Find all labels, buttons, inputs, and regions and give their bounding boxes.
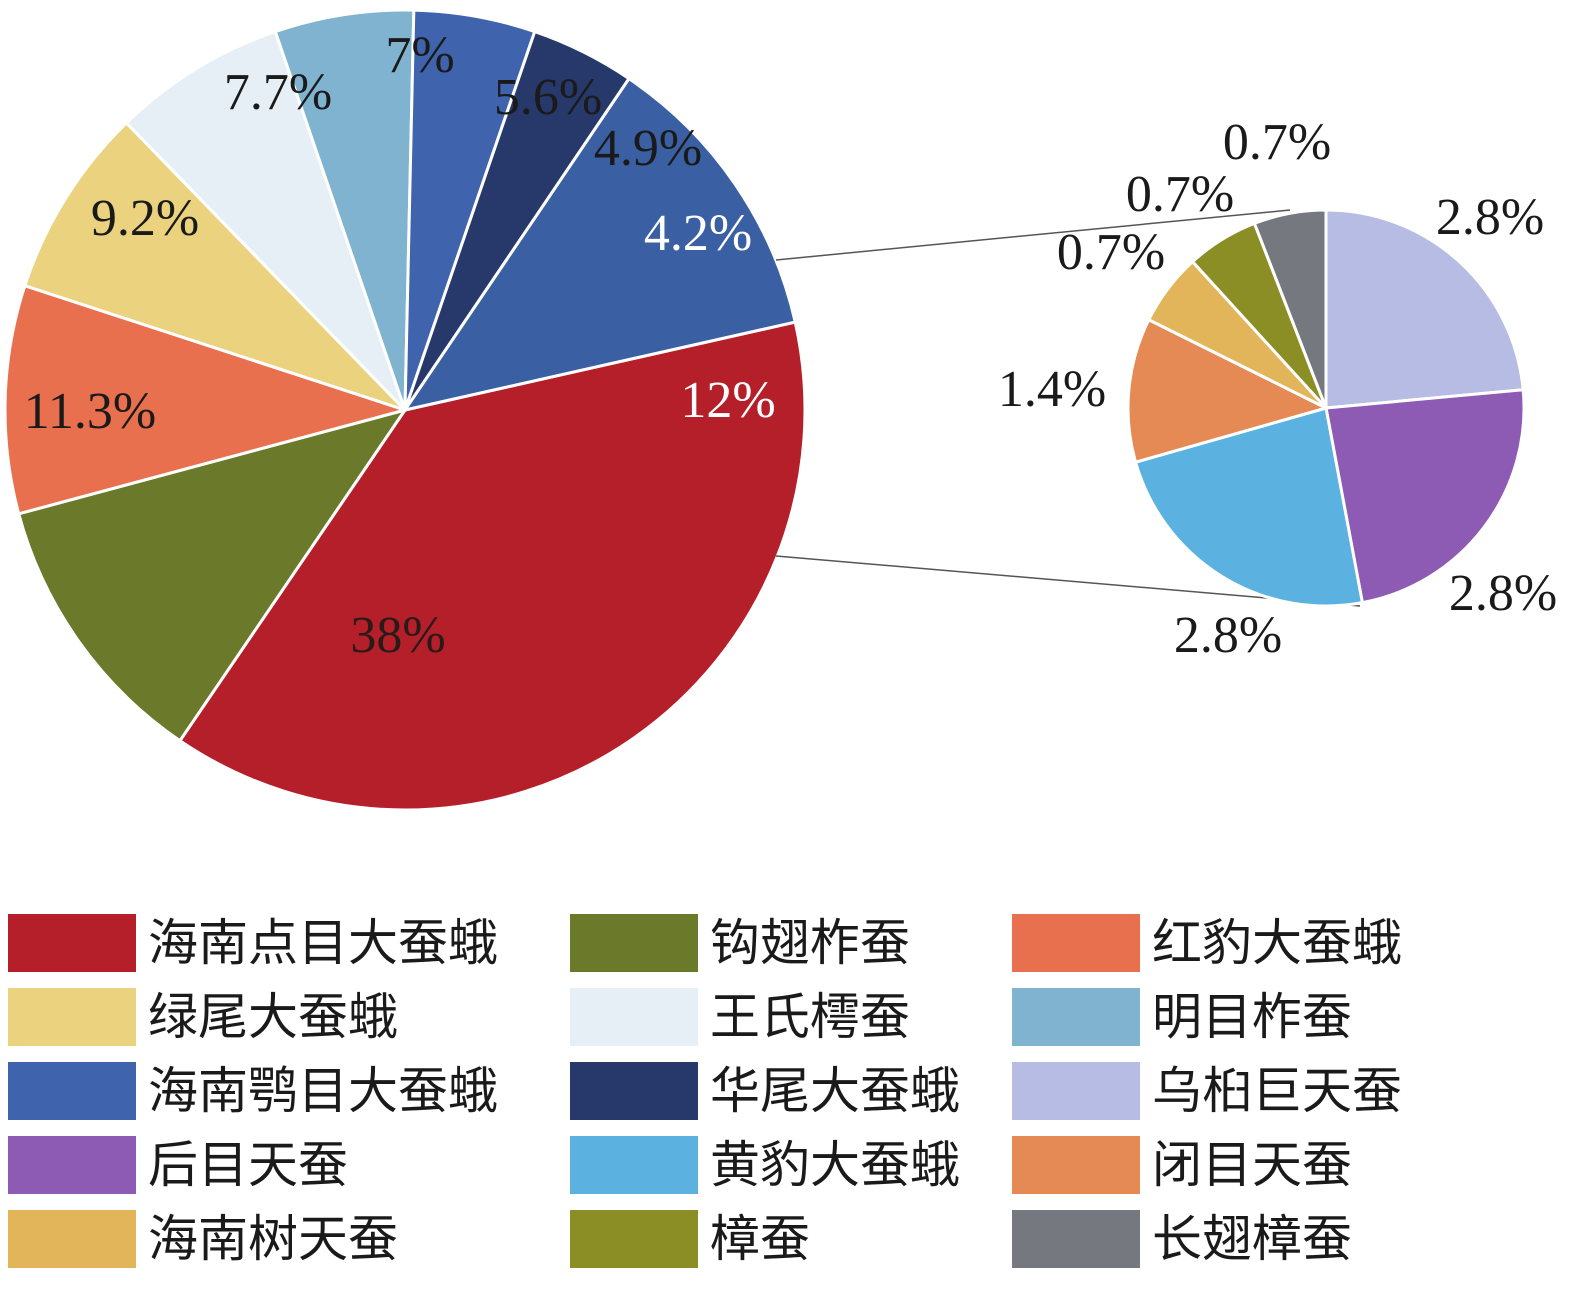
legend-swatch (570, 914, 698, 972)
legend-swatch (8, 1136, 136, 1194)
data-label: 38% (350, 607, 445, 664)
legend-label: 红豹大蚕蛾 (1152, 914, 1402, 972)
data-label: 11.3% (24, 383, 156, 440)
legend-label: 海南点目大蚕蛾 (148, 914, 498, 972)
data-label: 4.2% (644, 205, 752, 262)
pie-slice (177, 320, 807, 812)
pie-slice (1133, 406, 1365, 608)
legend-label: 长翅樟蚕 (1152, 1210, 1352, 1268)
legend-swatch (1012, 1210, 1140, 1268)
data-label: 2.8% (1449, 565, 1557, 622)
legend-swatch (8, 914, 136, 972)
legend-swatch (570, 988, 698, 1046)
main-pie: 38% 11.3% 9.2% 7.7% 7% 5.6%4.9% 4.2% 12% (3, 8, 807, 812)
legend-item: 绿尾大蚕蛾 (8, 980, 570, 1054)
legend-label: 海南鹗目大蚕蛾 (148, 1062, 498, 1120)
pie-slice (273, 8, 416, 411)
legend-label: 黄豹大蚕蛾 (710, 1136, 960, 1194)
legend-item: 后目天蚕 (8, 1128, 570, 1202)
data-label: 12% (680, 372, 775, 429)
data-label: 2.8% (1174, 607, 1282, 664)
legend-item: 海南点目大蚕蛾 (8, 906, 570, 980)
legend-item: 闭目天蚕 (1012, 1128, 1572, 1202)
legend-swatch (570, 1062, 698, 1120)
connector-line (775, 555, 1361, 607)
data-label: 5.6% (494, 69, 602, 126)
data-label: 0.7% (1223, 114, 1331, 171)
pie-slice (401, 76, 798, 413)
legend-label: 钩翅柞蚕 (710, 914, 910, 972)
legend-swatch (570, 1136, 698, 1194)
legend-label: 王氏樗蚕 (710, 988, 910, 1046)
legend-swatch (8, 988, 136, 1046)
legend-swatch (1012, 1062, 1140, 1120)
legend-item: 红豹大蚕蛾 (1012, 906, 1572, 980)
legend-item: 王氏樗蚕 (570, 980, 1012, 1054)
legend-item: 长翅樟蚕 (1012, 1202, 1572, 1276)
legend-swatch (8, 1062, 136, 1120)
pie-slice (16, 407, 409, 743)
legend-item: 华尾大蚕蛾 (570, 1054, 1012, 1128)
data-label: 4.9% (594, 120, 702, 177)
secondary-pie: 2.8%2.8%2.8%1.4%0.7%0.7%0.7% (998, 114, 1557, 664)
pie-of-pie-chart: 38% 11.3% 9.2% 7.7% 7% 5.6%4.9% 4.2% 12% 2.8% 2.… (3, 8, 1557, 812)
pie-slice (1252, 208, 1328, 409)
legend-item: 乌桕巨天蚕 (1012, 1054, 1572, 1128)
legend-item: 明目柞蚕 (1012, 980, 1572, 1054)
pie-slice (1324, 388, 1526, 605)
legend-item: 钩翅柞蚕 (570, 906, 1012, 980)
pie-slice (3, 283, 411, 516)
legend-swatch (570, 1210, 698, 1268)
pie-slice (124, 29, 407, 412)
data-label: 0.7% (1126, 166, 1234, 223)
legend-label: 海南树天蚕 (148, 1210, 398, 1268)
pie-slice (1126, 317, 1331, 465)
legend-item: 黄豹大蚕蛾 (570, 1128, 1012, 1202)
pie-slice (1324, 208, 1525, 410)
legend-item: 樟蚕 (570, 1202, 1012, 1276)
legend-swatch (1012, 914, 1140, 972)
legend-label: 乌桕巨天蚕 (1152, 1062, 1402, 1120)
data-label: 0.7% (1057, 224, 1165, 281)
legend-swatch (1012, 988, 1140, 1046)
data-label: 7.7% (224, 64, 332, 121)
legend-swatch (1012, 1136, 1140, 1194)
legend-label: 绿尾大蚕蛾 (148, 988, 398, 1046)
data-label: 7% (385, 27, 454, 84)
connector-line (775, 209, 1291, 261)
legend: 海南点目大蚕蛾 钩翅柞蚕 红豹大蚕蛾 绿尾大蚕蛾 王氏樗蚕 明目柞蚕 海南鹗目大… (8, 906, 1572, 1276)
legend-swatch (8, 1210, 136, 1268)
data-label: 1.4% (998, 361, 1106, 418)
data-label: 2.8% (1436, 189, 1544, 246)
legend-item: 海南鹗目大蚕蛾 (8, 1054, 570, 1128)
legend-label: 后目天蚕 (148, 1136, 348, 1194)
legend-label: 华尾大蚕蛾 (710, 1062, 960, 1120)
legend-label: 樟蚕 (710, 1210, 810, 1268)
data-label: 9.2% (91, 190, 199, 247)
pie-slice (22, 120, 407, 412)
legend-label: 闭目天蚕 (1152, 1136, 1352, 1194)
legend-label: 明目柞蚕 (1152, 988, 1352, 1046)
connector-lines (775, 209, 1361, 607)
legend-item: 海南树天蚕 (8, 1202, 570, 1276)
